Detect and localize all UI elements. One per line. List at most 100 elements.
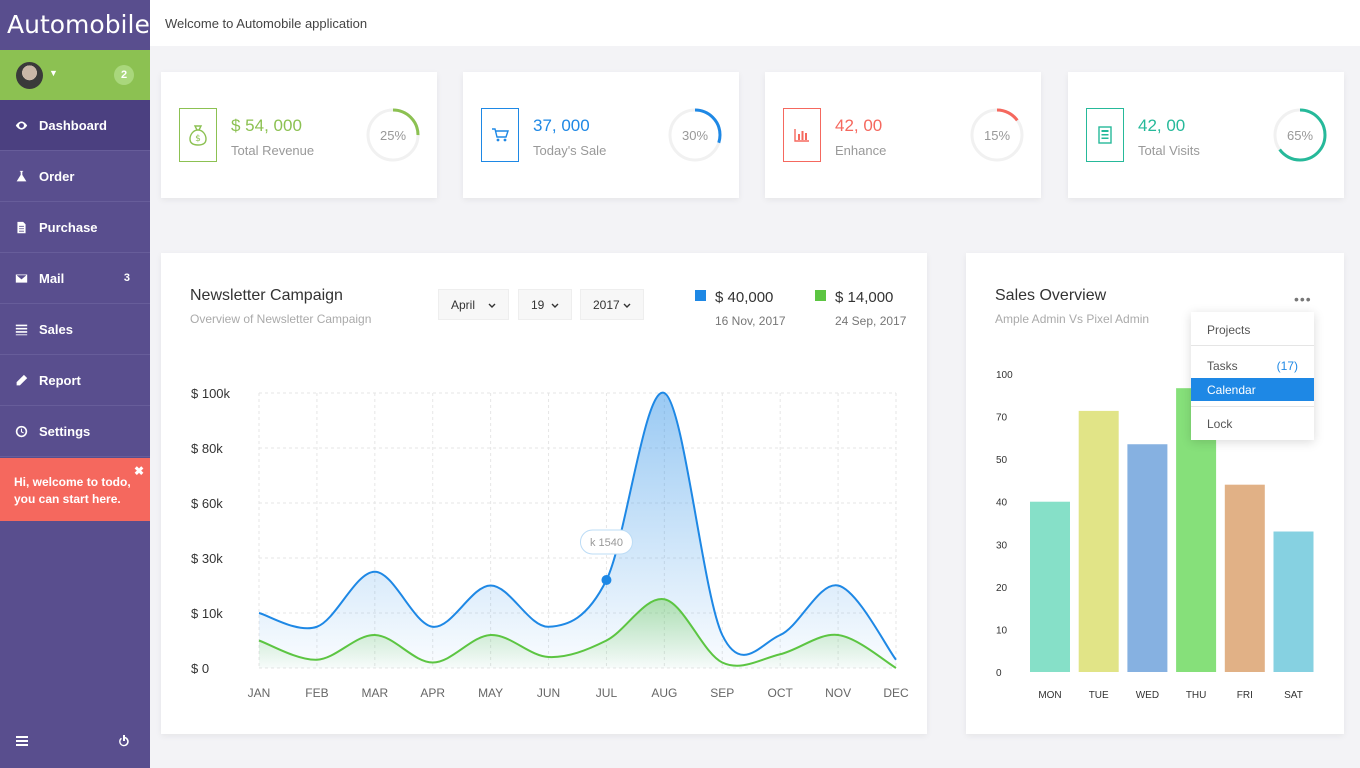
user-notification-badge[interactable]: 2	[114, 65, 134, 85]
bar	[1224, 484, 1265, 672]
power-icon[interactable]	[118, 734, 130, 752]
receipt-icon	[1086, 108, 1124, 162]
y-tick-label: 100	[996, 370, 1013, 381]
x-tick-label: AUG	[651, 686, 677, 700]
progress-percent: 15%	[983, 127, 1011, 143]
sidebar-item-sales[interactable]: Sales	[0, 304, 150, 355]
y-tick-label: $ 0	[191, 661, 209, 676]
month-select[interactable]: April	[438, 289, 509, 320]
sidebar-item-purchase[interactable]: Purchase	[0, 202, 150, 253]
newsletter-subtitle: Overview of Newsletter Campaign	[190, 312, 372, 326]
tooltip-text: k 1540	[590, 537, 623, 549]
sidebar: Automobile ▼ 2 Dashboard Order Purchase …	[0, 0, 150, 768]
year-select-value: 2017	[593, 297, 620, 312]
sidebar-item-mail[interactable]: Mail 3	[0, 253, 150, 304]
more-options-icon[interactable]: •••	[1294, 291, 1312, 307]
x-tick-label: MAY	[478, 686, 503, 700]
progress-ring: 25%	[365, 102, 421, 168]
menu-item-label: Tasks	[1207, 359, 1238, 373]
stat-label: Enhance	[835, 143, 887, 158]
legend-swatch	[695, 290, 706, 301]
sales-title: Sales Overview	[995, 287, 1107, 304]
chevron-down-icon	[551, 298, 559, 312]
y-tick-label: 40	[996, 498, 1008, 509]
document-icon	[15, 221, 39, 234]
series-line	[258, 391, 897, 661]
day-select-value: 19	[531, 297, 545, 312]
close-icon[interactable]: ✖	[133, 464, 144, 478]
menu-item-projects[interactable]: Projects	[1207, 323, 1251, 337]
month-select-value: April	[451, 297, 476, 312]
chevron-down-icon	[488, 298, 496, 312]
tasks-count: (17)	[1276, 359, 1298, 373]
menu-item-lock[interactable]: Lock	[1207, 417, 1233, 431]
x-tick-label: FEB	[305, 686, 328, 700]
user-avatar[interactable]	[16, 62, 43, 89]
stat-label: Total Visits	[1138, 143, 1200, 158]
sidebar-item-label: Mail	[39, 270, 65, 286]
series-line	[258, 598, 897, 669]
sidebar-footer	[0, 718, 150, 768]
x-tick-label: JUL	[596, 686, 618, 700]
sidebar-item-label: Order	[39, 168, 75, 184]
chart-grid: $ 0 $ 10k $ 30k $ 60k $ 80k $ 100k JAN FEB MAR AP…	[191, 386, 909, 700]
menu-icon[interactable]	[16, 734, 28, 752]
sidebar-item-label: Purchase	[39, 219, 98, 235]
legend-value: $ 14,000	[835, 289, 894, 306]
progress-ring: 15%	[969, 102, 1025, 168]
x-tick-label: MAR	[361, 686, 388, 700]
stat-card-visits: 42, 00 Total Visits 65%	[1068, 72, 1344, 198]
x-tick-label: JUN	[537, 686, 560, 700]
progress-ring: 30%	[667, 102, 723, 168]
list-icon	[15, 323, 39, 336]
bar	[1273, 531, 1314, 672]
menu-item-tasks[interactable]: Tasks (17)	[1191, 354, 1314, 377]
bar	[1030, 501, 1070, 672]
sidebar-item-settings[interactable]: Settings	[0, 406, 150, 457]
series-area	[259, 392, 896, 668]
y-tick-label: $ 100k	[191, 386, 231, 401]
chevron-down-icon[interactable]: ▼	[49, 68, 58, 78]
y-tick-label: 0	[996, 668, 1002, 679]
newsletter-title: Newsletter Campaign	[190, 287, 343, 304]
x-tick-label: MON	[1038, 690, 1061, 701]
newsletter-card: $ 0 $ 10k $ 30k $ 60k $ 80k $ 100k JAN FEB MAR AP…	[161, 253, 927, 734]
mail-count-badge: 3	[123, 272, 130, 284]
x-tick-label: TUE	[1089, 690, 1109, 701]
x-tick-label: NOV	[825, 686, 851, 700]
sidebar-item-order[interactable]: Order	[0, 151, 150, 202]
x-tick-label: OCT	[768, 686, 794, 700]
series-area	[259, 598, 896, 668]
clock-icon	[15, 425, 39, 438]
user-bar: ▼ 2	[0, 50, 150, 100]
x-tick-label: THU	[1186, 690, 1207, 701]
y-axis: 0 10 20 30 40 50 70 100	[996, 370, 1013, 679]
brand-logo[interactable]: Automobile	[0, 0, 150, 50]
sidebar-item-label: Settings	[39, 423, 91, 439]
sidebar-item-label: Report	[39, 372, 81, 388]
sidebar-item-label: Dashboard	[39, 117, 107, 133]
menu-item-calendar[interactable]: Calendar	[1191, 378, 1314, 401]
sidebar-item-label: Sales	[39, 321, 73, 337]
x-tick-label: WED	[1136, 690, 1159, 701]
sidebar-nav: Dashboard Order Purchase Mail 3 Sales	[0, 100, 150, 457]
x-tick-label: SAT	[1284, 690, 1303, 701]
sidebar-item-report[interactable]: Report	[0, 355, 150, 406]
y-tick-label: $ 30k	[191, 551, 223, 566]
stat-label: Total Revenue	[231, 143, 315, 158]
day-select[interactable]: 19	[518, 289, 572, 320]
pencil-icon	[15, 374, 39, 387]
top-bar: Welcome to Automobile application	[150, 0, 1360, 46]
envelope-icon	[15, 272, 39, 285]
bar-chart-icon	[783, 108, 821, 162]
y-tick-label: $ 80k	[191, 441, 223, 456]
y-tick-label: 30	[996, 540, 1008, 551]
menu-divider	[1191, 406, 1314, 407]
menu-divider	[1191, 345, 1314, 346]
x-tick-label: FRI	[1237, 690, 1253, 701]
sidebar-item-dashboard[interactable]: Dashboard	[0, 100, 150, 151]
year-select[interactable]: 2017	[580, 289, 644, 320]
stat-value: 42, 00	[835, 116, 883, 135]
y-tick-label: $ 10k	[191, 606, 223, 621]
